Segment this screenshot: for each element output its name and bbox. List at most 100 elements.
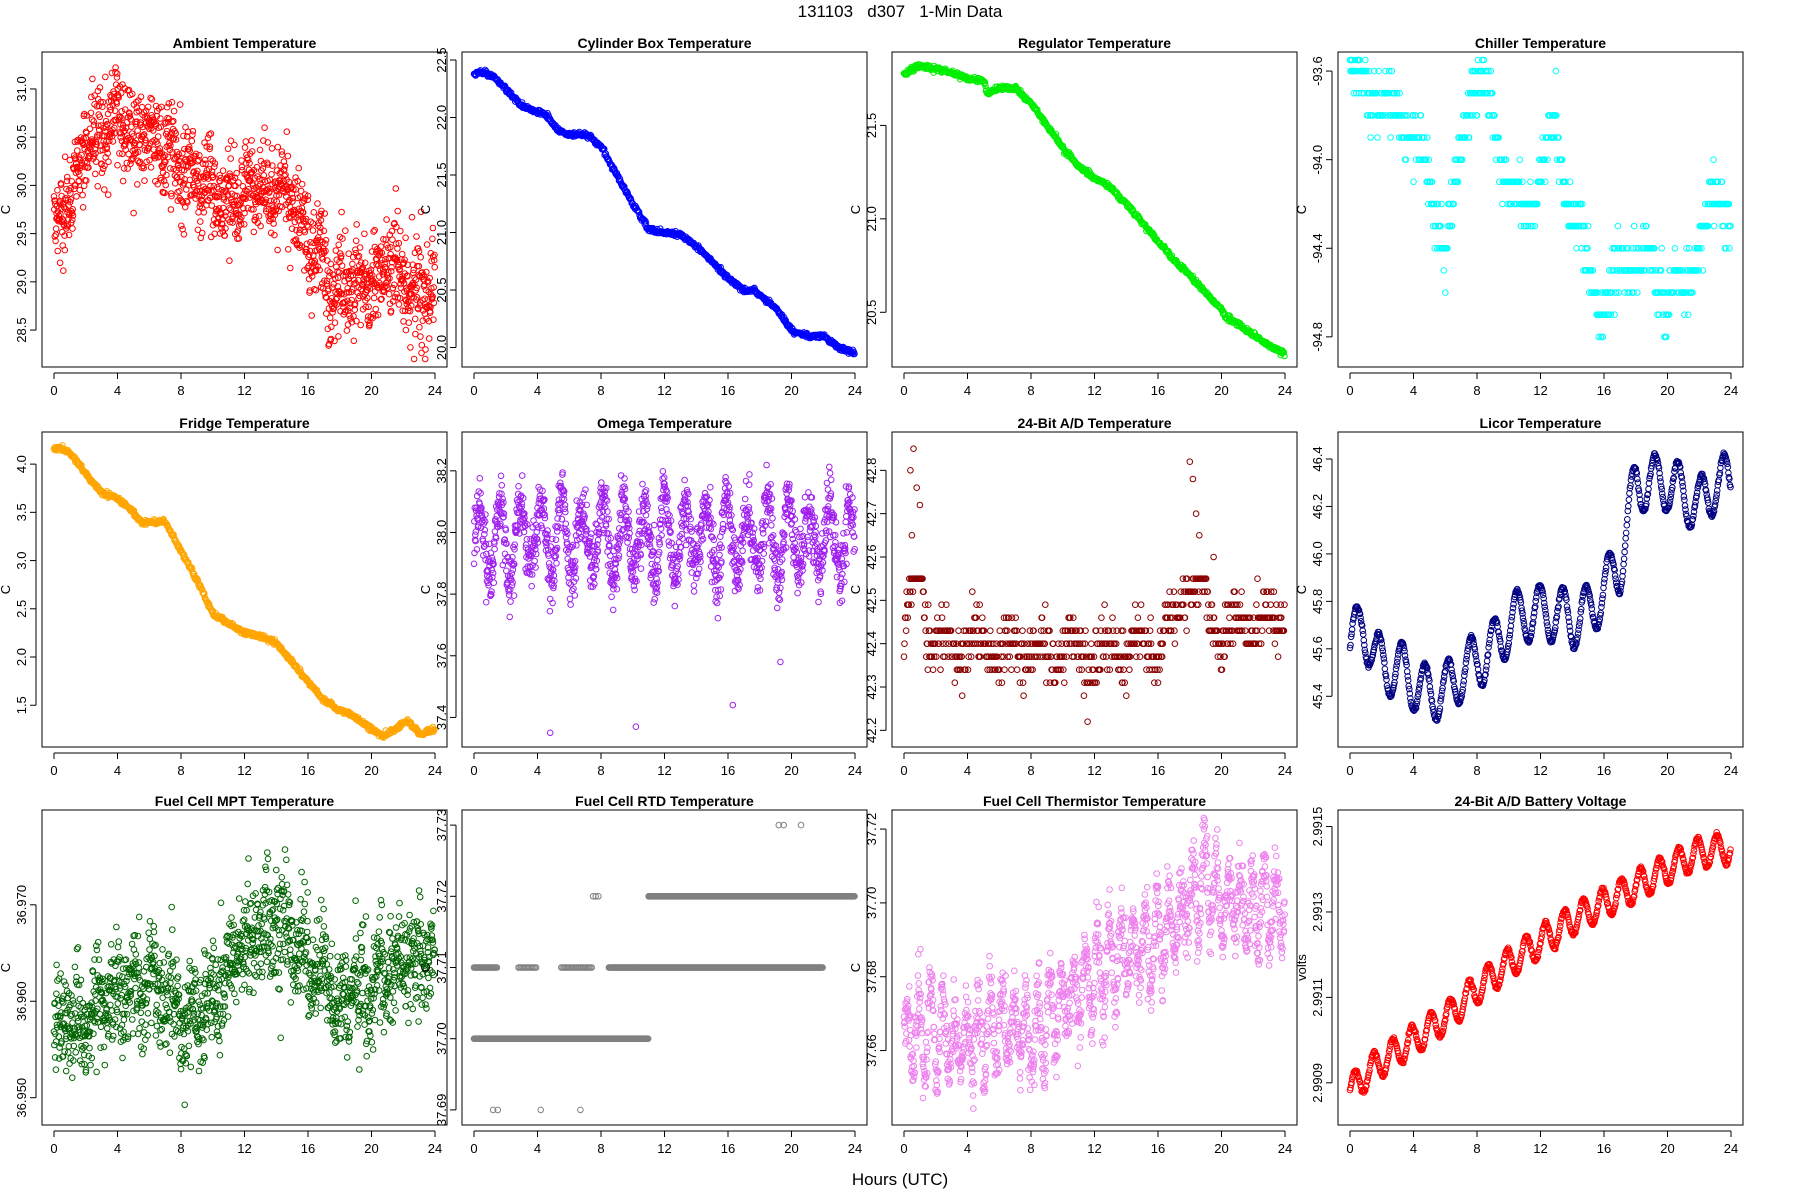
data-point (384, 278, 391, 285)
x-tick-label: 20 (364, 763, 378, 778)
data-point (116, 150, 123, 157)
data-point (73, 193, 80, 200)
data-point (250, 228, 258, 236)
data-point (122, 146, 129, 153)
data-point (394, 207, 402, 215)
data-point (92, 158, 100, 165)
x-tick-label: 12 (237, 383, 251, 398)
data-point (528, 582, 536, 590)
data-point (233, 209, 240, 217)
x-tick-label: 16 (1151, 383, 1165, 398)
data-point (269, 162, 276, 169)
data-point (579, 493, 587, 501)
data-point (393, 223, 400, 231)
data-point (69, 225, 76, 232)
data-point (198, 197, 205, 204)
data-point (184, 128, 192, 136)
data-point (157, 115, 164, 122)
data-point (274, 246, 281, 254)
y-tick-label: 2.0 (14, 648, 29, 666)
data-point (400, 279, 408, 287)
data-point (235, 235, 243, 242)
data-point (307, 239, 314, 246)
data-point (410, 266, 417, 274)
data-point (94, 87, 102, 95)
data-point (95, 102, 103, 110)
data-point (219, 167, 227, 174)
data-point (264, 139, 272, 146)
data-point (424, 278, 432, 286)
data-point (1573, 245, 1580, 252)
data-series (50, 64, 439, 363)
data-point (470, 560, 478, 568)
data-point (281, 172, 288, 180)
data-point (240, 221, 248, 228)
data-point (297, 187, 305, 195)
data-point (324, 267, 331, 274)
data-point (288, 184, 295, 191)
data-point (400, 259, 408, 267)
data-point (123, 136, 130, 143)
data-point (228, 173, 235, 181)
data-point (364, 283, 372, 291)
x-tick-label: 12 (237, 763, 251, 778)
x-tick-label: 12 (1087, 383, 1101, 398)
data-point (423, 241, 431, 248)
data-point (281, 162, 289, 170)
data-point (185, 143, 193, 151)
data-point (227, 137, 235, 145)
data-point (1584, 222, 1592, 230)
data-point (164, 153, 172, 161)
data-point (180, 231, 188, 238)
data-point (79, 204, 87, 211)
data-point (207, 130, 215, 137)
data-point (314, 263, 322, 270)
x-tick-label: 20 (1660, 383, 1674, 398)
data-point (230, 200, 238, 208)
data-point (348, 318, 356, 326)
data-point (240, 205, 247, 212)
data-point (197, 218, 204, 225)
data-point (105, 158, 112, 166)
data-point (76, 171, 83, 178)
x-tick-label: 24 (1278, 383, 1292, 398)
data-point (169, 136, 177, 143)
data-point (307, 218, 315, 226)
data-point (235, 179, 242, 186)
data-point (114, 161, 121, 169)
data-point (104, 121, 111, 129)
data-point (112, 64, 119, 71)
data-point (125, 150, 132, 158)
data-point (278, 148, 286, 155)
plot-title: Cylinder Box Temperature (577, 35, 751, 51)
data-point (1362, 56, 1369, 64)
data-point (167, 142, 174, 149)
data-point (250, 206, 257, 213)
data-point (237, 221, 245, 228)
data-point (271, 211, 279, 219)
data-point (382, 264, 389, 271)
x-tick-label: 0 (470, 763, 477, 778)
data-point (253, 163, 261, 171)
data-point (346, 312, 353, 319)
data-point (210, 173, 217, 181)
x-tick-label: 4 (534, 763, 541, 778)
data-point (186, 147, 193, 154)
data-point (102, 73, 109, 81)
data-point (506, 613, 514, 621)
x-tick-label: 24 (428, 383, 442, 398)
data-point (392, 185, 400, 192)
data-point (169, 149, 176, 156)
data-point (386, 275, 393, 282)
data-point (277, 162, 284, 169)
data-point (401, 256, 408, 264)
data-point (154, 133, 162, 140)
data-point (387, 244, 394, 251)
data-point (395, 239, 403, 247)
data-point (291, 206, 298, 214)
plot-title: Omega Temperature (597, 415, 732, 431)
data-point (319, 255, 327, 263)
data-point (54, 186, 61, 194)
